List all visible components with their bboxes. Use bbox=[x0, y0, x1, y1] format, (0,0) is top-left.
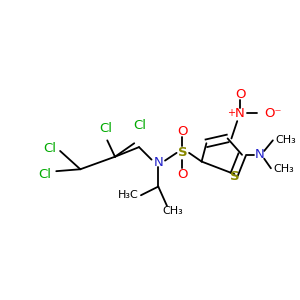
Text: O: O bbox=[177, 168, 188, 181]
Text: CH₃: CH₃ bbox=[274, 164, 295, 174]
Text: CH₃: CH₃ bbox=[162, 206, 183, 216]
Text: Cl: Cl bbox=[99, 122, 112, 135]
Text: S: S bbox=[178, 146, 187, 159]
Text: Cl: Cl bbox=[43, 142, 56, 154]
Text: CH₃: CH₃ bbox=[276, 135, 296, 146]
Text: H₃C: H₃C bbox=[118, 190, 139, 200]
Text: N: N bbox=[235, 107, 245, 120]
Text: Cl: Cl bbox=[38, 168, 51, 181]
Text: O: O bbox=[235, 88, 245, 101]
Text: Cl: Cl bbox=[134, 119, 146, 132]
Text: N: N bbox=[254, 148, 264, 161]
Text: S: S bbox=[230, 170, 240, 184]
Text: O⁻: O⁻ bbox=[264, 107, 282, 120]
Text: N: N bbox=[153, 156, 163, 169]
Text: O: O bbox=[177, 125, 188, 138]
Text: +: + bbox=[227, 108, 236, 118]
